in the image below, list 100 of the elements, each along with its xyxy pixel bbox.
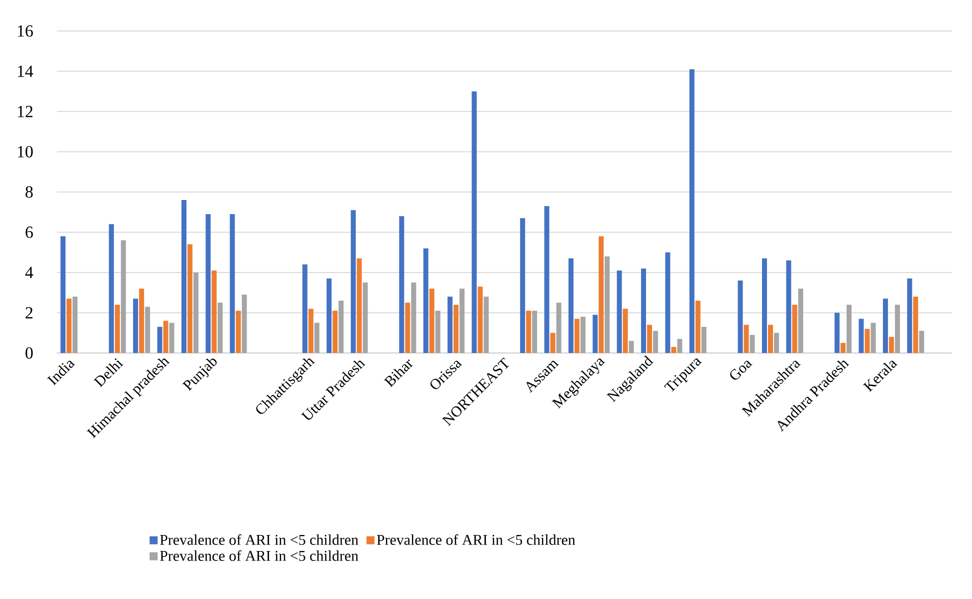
- bar: [894, 304, 900, 353]
- bar: [411, 282, 416, 353]
- bar: [677, 338, 682, 353]
- bar: [556, 302, 562, 353]
- bar: [187, 244, 192, 353]
- bar: [423, 248, 428, 353]
- bar: [738, 280, 743, 353]
- bar: [350, 210, 356, 353]
- bar: [580, 316, 586, 353]
- y-tick-label: 4: [25, 266, 34, 278]
- bar: [362, 282, 368, 353]
- bar: [484, 296, 489, 353]
- bar: [786, 260, 792, 353]
- bar: [181, 200, 186, 353]
- y-tick-label: 12: [18, 106, 32, 118]
- bar: [592, 314, 598, 353]
- bar: [405, 302, 410, 353]
- bar: [454, 304, 459, 353]
- bar: [242, 294, 247, 353]
- bar: [193, 272, 198, 353]
- y-tick-label: 0: [26, 347, 33, 359]
- bar: [212, 270, 217, 353]
- bar: [326, 278, 332, 353]
- y-tick-label: 8: [26, 186, 33, 198]
- bar: [332, 310, 338, 353]
- bar: [66, 298, 72, 353]
- bar: [616, 270, 622, 353]
- bar: [60, 236, 66, 353]
- legend-label: Prevalence of ARI in <5 children: [160, 550, 358, 561]
- bar: [882, 298, 888, 353]
- bar: [858, 318, 864, 353]
- bar: [72, 296, 78, 353]
- bar: [641, 268, 646, 353]
- y-tick-label: 10: [18, 146, 33, 158]
- bar: [750, 334, 755, 353]
- bar: [478, 286, 483, 353]
- bar: [870, 322, 876, 353]
- bar: [550, 332, 556, 353]
- bar: [526, 310, 532, 353]
- bar: [919, 330, 924, 353]
- legend-label: Prevalence of ARI in <5 children: [376, 534, 576, 545]
- bar: [665, 252, 670, 353]
- bar: [701, 326, 706, 353]
- bar: [532, 310, 538, 353]
- bar: [114, 304, 120, 353]
- bar: [622, 308, 628, 353]
- bar: [108, 224, 114, 353]
- bar: [120, 240, 126, 353]
- bar: [744, 324, 749, 353]
- y-tick-label: 16: [18, 25, 33, 37]
- bar: [834, 312, 840, 353]
- bar: [604, 256, 610, 353]
- bar: [598, 236, 604, 353]
- legend-label: Prevalence of ARI in <5 children: [160, 534, 358, 545]
- bar: [133, 298, 138, 353]
- bar: [768, 324, 773, 353]
- y-tick-label: 2: [26, 307, 32, 318]
- bar: [429, 288, 434, 353]
- x-tick-label: India: [47, 360, 76, 386]
- bar: [472, 91, 477, 353]
- bar: [236, 310, 241, 353]
- bar: [338, 300, 344, 353]
- bar: [399, 216, 404, 353]
- bar: [544, 206, 550, 353]
- bar: [520, 218, 526, 353]
- bar: [792, 304, 798, 353]
- bar: [846, 304, 852, 353]
- bar: [888, 336, 894, 353]
- bar: [864, 328, 870, 353]
- bar: [907, 278, 912, 353]
- bar: [314, 322, 320, 353]
- bar: [628, 340, 634, 353]
- bar: [798, 288, 804, 353]
- bar: [356, 258, 362, 353]
- bar: [169, 322, 174, 353]
- bar: [302, 264, 308, 353]
- bar: [689, 69, 694, 353]
- bar: [840, 342, 846, 353]
- bar: [695, 300, 700, 353]
- bar: [774, 332, 779, 353]
- bar: [435, 310, 440, 353]
- y-tick-label: 14: [18, 66, 34, 77]
- bar: [157, 326, 162, 353]
- bar: [460, 288, 465, 353]
- bar: [163, 320, 168, 353]
- bar: [574, 318, 580, 353]
- bar: [913, 296, 918, 353]
- bar: [308, 308, 314, 353]
- bar: [145, 306, 150, 353]
- bar: [653, 330, 658, 353]
- bar: [647, 324, 652, 353]
- bar: [762, 258, 767, 353]
- bar: [206, 214, 211, 353]
- bar: [139, 288, 144, 353]
- y-tick-label: 6: [26, 226, 33, 238]
- bar: [218, 302, 223, 353]
- bar: [671, 346, 676, 353]
- bar: [230, 214, 235, 353]
- bar: [448, 296, 453, 353]
- bar: [568, 258, 574, 353]
